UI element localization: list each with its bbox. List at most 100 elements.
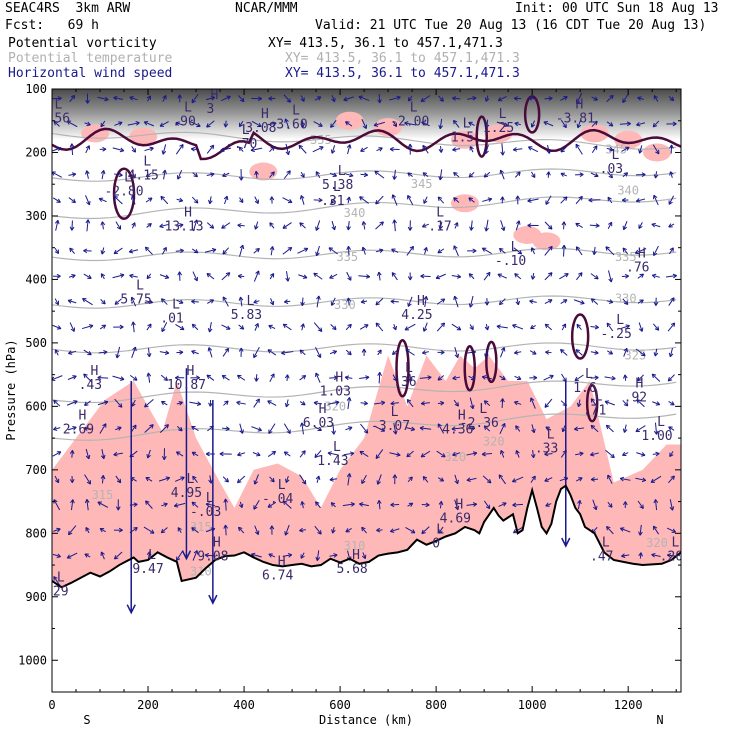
wind-vector [373, 121, 386, 127]
wind-vector [346, 245, 352, 256]
wind-vector-shaft [222, 348, 229, 357]
wind-vector-head [590, 298, 596, 303]
wind-vector-shaft [69, 94, 75, 103]
wind-vector-head [607, 196, 612, 202]
wind-vector [330, 145, 336, 154]
theta-label: 340 [344, 206, 366, 220]
wind-vector-shaft [284, 118, 290, 130]
wind-vector-head [527, 223, 532, 228]
extremum-type: L [172, 297, 180, 312]
wind-vector-head [318, 122, 323, 127]
wind-vector-head [544, 403, 549, 408]
wind-vector [204, 248, 217, 253]
wind-vector-head [359, 196, 364, 201]
wind-vector-head [623, 347, 628, 353]
wind-vector-head [146, 551, 152, 556]
wind-vector [346, 144, 352, 155]
wind-vector-head [87, 274, 92, 279]
wind-vector [543, 121, 554, 127]
wind-vector-head [360, 147, 365, 152]
wind-vector-shaft [589, 224, 600, 227]
extremum-value: .31 [321, 194, 344, 209]
wind-vector-head [576, 402, 582, 408]
wind-vector-head [636, 399, 641, 404]
wind-vector-shaft [390, 402, 399, 405]
wind-vector-head [237, 478, 242, 484]
wind-vector [652, 120, 660, 128]
wind-vector-head [160, 528, 166, 534]
wind-vector-head [223, 195, 229, 201]
wind-vector-head [207, 328, 213, 333]
extremum-type: H [319, 402, 327, 417]
wind-vector [606, 94, 614, 103]
extremum-label: L-.03 [190, 491, 221, 520]
wind-vector [176, 425, 183, 432]
wind-vector-head [283, 299, 289, 304]
wind-vector [220, 147, 232, 153]
wind-vector [253, 247, 260, 254]
wind-vector-head [315, 372, 320, 378]
wind-vector-shaft [129, 374, 138, 381]
extremum-type: L [136, 278, 144, 293]
extremum-value: 5.38 [322, 178, 353, 193]
wind-vector-shaft [347, 220, 350, 230]
wind-vector [192, 475, 198, 483]
wind-vector [421, 526, 430, 535]
wind-vector-head [563, 96, 568, 101]
wind-vector [160, 195, 169, 205]
wind-vector-head [267, 400, 272, 405]
wind-vector [221, 374, 230, 381]
wind-vector [97, 96, 109, 102]
wind-vector [575, 195, 583, 205]
wind-vector [146, 95, 151, 102]
wind-vector [360, 400, 368, 406]
wind-vector-head [407, 143, 413, 148]
wind-vector [375, 322, 384, 332]
wind-vector [342, 502, 355, 507]
wind-vector [177, 271, 183, 281]
wind-vector-head [483, 400, 489, 405]
wind-vector-head [513, 400, 519, 406]
wind-vector-head [410, 426, 416, 432]
wind-vector [653, 499, 659, 511]
wind-vector [359, 375, 370, 380]
wind-vector [666, 273, 677, 279]
wind-vector [437, 375, 445, 381]
wind-vector [638, 222, 643, 229]
wind-vector-head [515, 425, 520, 430]
wind-vector-shaft [377, 474, 382, 485]
wind-vector-shaft [373, 121, 386, 126]
wind-vector-head [175, 375, 180, 381]
wind-vector-head [669, 96, 675, 102]
wind-vector-shaft [68, 173, 76, 176]
wind-vector-shaft [560, 119, 567, 128]
wind-vector-shaft [407, 195, 414, 205]
wind-vector-head [440, 298, 446, 303]
wind-vector-head [361, 479, 366, 484]
upper-shading [52, 89, 681, 140]
wind-vector-head [362, 124, 368, 129]
wind-vector-head [128, 248, 134, 254]
wind-vector-shaft [253, 248, 260, 254]
wind-vector-shaft [652, 401, 660, 406]
wind-vector [330, 120, 337, 128]
theta-label: 340 [617, 184, 639, 198]
wind-vector-head [514, 273, 519, 278]
wind-vector-shaft [315, 501, 321, 509]
wind-vector-head [454, 479, 459, 485]
wind-vector-head [146, 453, 151, 459]
wind-vector-shaft [544, 299, 553, 304]
wind-vector-shaft [560, 349, 568, 356]
wind-vector-head [268, 96, 273, 101]
extremum-type: L [184, 101, 192, 116]
extremum-type: L [410, 101, 418, 116]
wind-vector [484, 119, 490, 129]
extremum-label: H3.08 [245, 107, 276, 136]
wind-vector [191, 248, 199, 254]
wind-vector-head [285, 150, 291, 156]
wind-vector [420, 95, 431, 103]
wind-vector [406, 450, 414, 458]
wind-vector [162, 94, 167, 102]
field-label-wind: Horizontal wind speed [8, 66, 173, 81]
wind-vector-shaft [424, 247, 428, 255]
